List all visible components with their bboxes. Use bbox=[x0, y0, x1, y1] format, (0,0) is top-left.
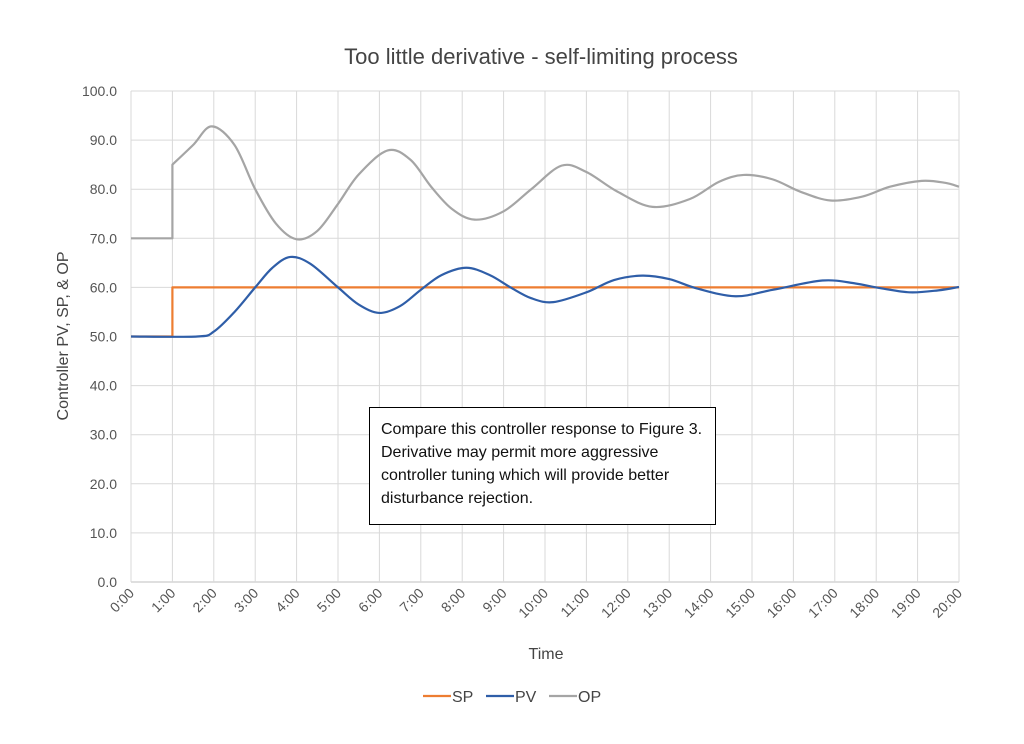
y-tick-label: 20.0 bbox=[90, 476, 117, 492]
x-axis-label: Time bbox=[529, 646, 564, 663]
legend-label-sp: SP bbox=[452, 689, 473, 706]
x-tick-label: 10:00 bbox=[515, 585, 551, 621]
y-tick-label: 50.0 bbox=[90, 329, 117, 345]
chart-title: Too little derivative - self-limiting pr… bbox=[344, 44, 738, 69]
x-tick-label: 9:00 bbox=[479, 585, 510, 616]
x-tick-label: 11:00 bbox=[557, 585, 593, 621]
series-line-op bbox=[131, 125, 960, 241]
annotation-box: Compare this controller response to Figu… bbox=[369, 407, 716, 525]
x-tick-label: 12:00 bbox=[598, 585, 634, 621]
x-tick-label: 13:00 bbox=[639, 585, 675, 621]
x-tick-label: 14:00 bbox=[681, 585, 717, 621]
x-tick-label: 16:00 bbox=[763, 585, 799, 621]
x-tick-label: 7:00 bbox=[396, 585, 427, 616]
legend-label-pv: PV bbox=[515, 689, 537, 706]
x-tick-label: 2:00 bbox=[189, 585, 220, 616]
series-line-pv bbox=[130, 255, 960, 338]
x-tick-label: 15:00 bbox=[722, 585, 758, 621]
x-tick-label: 3:00 bbox=[231, 585, 262, 616]
legend-label-op: OP bbox=[578, 689, 601, 706]
y-tick-label: 90.0 bbox=[90, 132, 117, 148]
x-tick-label: 8:00 bbox=[438, 585, 469, 616]
y-tick-label: 40.0 bbox=[90, 378, 117, 394]
y-tick-label: 70.0 bbox=[90, 230, 117, 246]
y-axis-label: Controller PV, SP, & OP bbox=[55, 252, 72, 421]
x-tick-label: 19:00 bbox=[888, 585, 924, 621]
x-tick-label: 17:00 bbox=[805, 585, 841, 621]
y-tick-label: 30.0 bbox=[90, 427, 117, 443]
x-tick-label: 4:00 bbox=[272, 585, 303, 616]
x-tick-label: 5:00 bbox=[314, 585, 345, 616]
x-tick-label: 6:00 bbox=[355, 585, 386, 616]
y-tick-label: 0.0 bbox=[98, 574, 118, 590]
y-tick-label: 60.0 bbox=[90, 279, 117, 295]
x-tick-label: 18:00 bbox=[846, 585, 882, 621]
x-tick-label: 20:00 bbox=[929, 585, 965, 621]
y-tick-label: 10.0 bbox=[90, 525, 117, 541]
y-tick-label: 80.0 bbox=[90, 181, 117, 197]
y-tick-label: 100.0 bbox=[82, 83, 117, 99]
legend: SP PV OP bbox=[423, 689, 601, 706]
x-tick-label: 1:00 bbox=[148, 585, 179, 616]
